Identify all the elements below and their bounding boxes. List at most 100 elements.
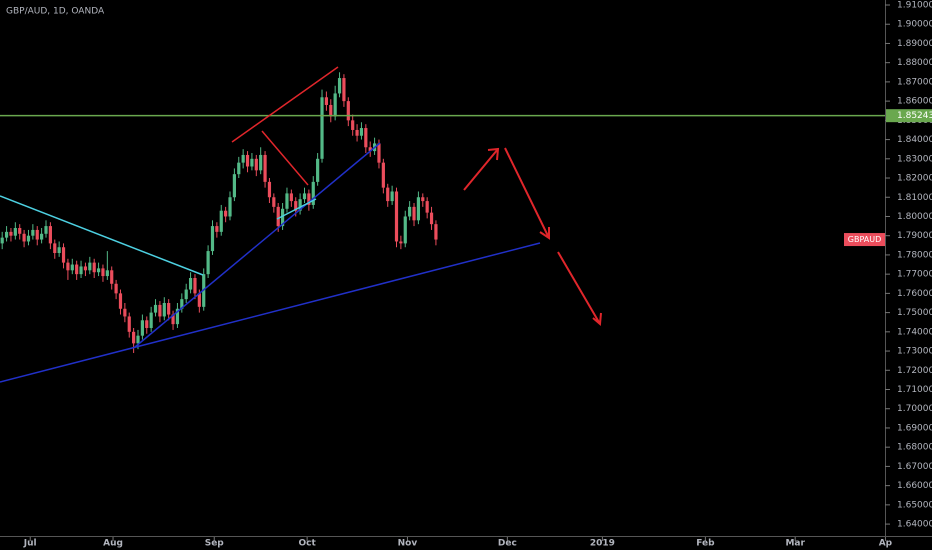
x-tick-label: Aug [103,539,123,549]
trend-line [231,66,339,143]
candle-body [228,197,232,217]
x-tick-label: Jul [23,539,37,549]
candle-body [210,226,215,252]
plot [0,72,885,353]
candle-body [394,191,399,242]
candle-body [302,193,307,200]
candle-body [429,212,434,225]
price-axis [885,0,932,550]
y-tick-label: 1.87000 [897,77,932,87]
candle-body [132,331,136,344]
candle-body [381,162,385,188]
candle-body [145,320,149,328]
candle-body [136,335,140,344]
candle-body [61,247,66,263]
candle-body [83,266,88,271]
candle-body [359,128,364,136]
candle-body [245,154,250,167]
candle-body [215,226,219,232]
candle-body [167,302,171,315]
candle-body [254,158,258,171]
candle-body [390,191,394,202]
candle-body [250,158,254,167]
y-tick-label: 1.68000 [897,443,932,453]
candle-body [403,216,407,244]
candle-body [412,206,416,221]
candle-body [337,78,342,94]
candle-body [149,312,153,328]
trend-line [261,130,309,186]
candle-body [408,206,412,217]
axes: 1.91000 1.90000 1.89000 1.88000 1.87000 1.860… [23,0,932,549]
candle-body [206,251,210,275]
arrow [557,251,602,327]
candle-body [434,224,438,240]
y-tick-label: 1.90000 [897,20,932,30]
candle-body [4,231,9,238]
candle-body [162,302,166,317]
candle-body [259,154,263,171]
candle-body [35,229,39,240]
x-tick-label: Nov [398,539,418,549]
candle-body [364,128,368,148]
candle-body [13,228,17,236]
y-tick-label: 1.76000 [897,289,932,299]
candle-body [324,97,328,105]
y-tick-label: 1.82000 [897,174,932,184]
candle-body [280,208,285,227]
candle-body [18,228,22,234]
candle-body [153,304,158,313]
candle-body [351,120,355,130]
candle-body [263,154,267,182]
arrow [504,147,550,240]
y-tick-label: 1.89000 [897,39,932,49]
candle-body [386,187,390,202]
y-tick-label: 1.64000 [897,520,932,530]
candle-body [197,293,201,307]
candle-body [241,154,245,163]
candle-body [285,193,289,209]
trend-line [0,242,541,383]
candle-body [272,197,276,207]
candle-body [298,199,302,211]
candle-body [421,197,425,202]
candle-body [377,143,381,163]
candle-body [425,201,429,213]
y-tick-label: 1.91000 [897,0,932,10]
candle-body [416,197,421,221]
candle-body [75,264,79,275]
x-tick-label: Oct [298,539,316,549]
y-tick-label: 1.65000 [897,500,932,510]
candle-body [316,158,320,182]
candle-body [180,299,184,309]
candle-body [79,266,83,275]
chart-title: GBP/AUD, 1D, OANDA [6,7,105,17]
candle-body [22,233,26,242]
trend-line [0,195,204,276]
y-tick-label: 1.83000 [897,154,932,164]
candle-body [175,308,180,325]
candle-body [329,104,333,117]
candle-body [232,174,236,198]
candle-body [237,162,241,175]
x-tick-label: 2019 [590,539,615,549]
candle-body [333,93,337,117]
candle-body [140,320,144,336]
candle-body [289,193,293,202]
candle-body [66,262,70,271]
y-tick-label: 1.69000 [897,423,932,433]
candle-body [311,181,315,205]
candle-body [31,229,35,236]
y-tick-label: 1.84000 [897,135,932,145]
candle-body [224,210,228,217]
candle-body [118,293,123,309]
y-tick-label: 1.77000 [897,270,932,280]
trend-line [134,142,381,348]
candle-body [9,231,13,236]
candle-body [48,226,52,244]
candle-body [193,277,197,294]
candle-body [267,181,272,198]
candle-body [158,304,162,317]
candle-body [127,316,131,332]
